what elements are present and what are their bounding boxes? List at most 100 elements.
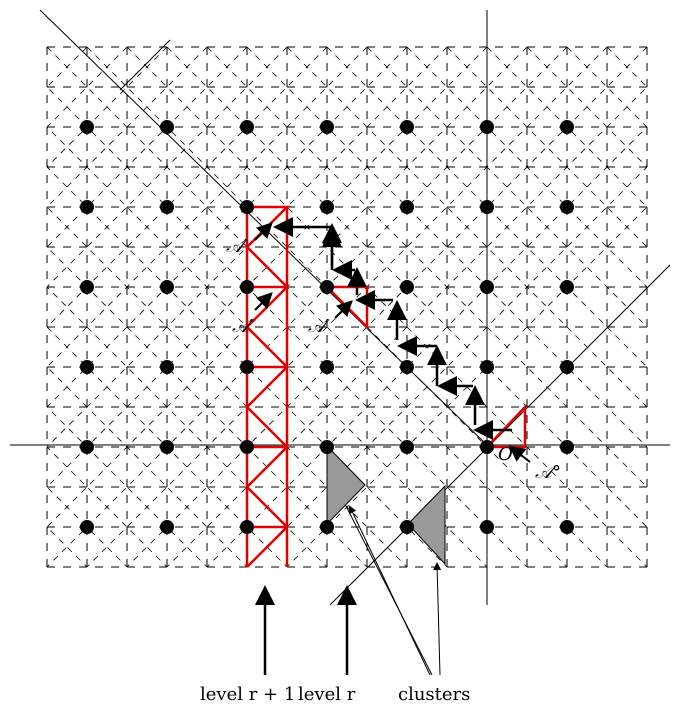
- grid-line-diagonal: [206, 47, 647, 488]
- lattice-dot: [80, 440, 94, 454]
- lattice-dot: [240, 520, 254, 534]
- grid-line-diagonal: [47, 47, 128, 128]
- grid-line-diagonal: [47, 166, 448, 567]
- grid-line-diagonal: [47, 47, 368, 368]
- label-level-r: level r: [298, 684, 356, 705]
- cluster-1: [326, 444, 366, 526]
- lattice-dot: [80, 520, 94, 534]
- grid-line-diagonal: [326, 47, 647, 368]
- grid-line-diagonal: [47, 406, 208, 567]
- lattice-dot: [160, 520, 174, 534]
- lattice-dot: [160, 200, 174, 214]
- grid-line-diagonal: [47, 126, 488, 567]
- grid-line-diagonal: [47, 526, 88, 567]
- lattice-dot: [560, 120, 574, 134]
- grid-line-diagonal: [47, 47, 48, 48]
- grid-line-diagonal: [47, 47, 288, 288]
- grid-line-diagonal: [47, 366, 248, 567]
- lattice-dot: [240, 120, 254, 134]
- clusters-shapes: [326, 444, 446, 566]
- grid-line-diagonal: [47, 47, 88, 88]
- grid-line-diagonal: [526, 47, 647, 168]
- grid-line-diagonal: [47, 47, 568, 567]
- dashed-diagonal-lines: [0, 47, 647, 567]
- lattice-dot: [240, 360, 254, 374]
- grid-line-diagonal: [366, 47, 647, 328]
- lattice-dot: [320, 440, 334, 454]
- label-A-circle: 𝒜°: [535, 462, 561, 483]
- red-origin-triangle: [484, 403, 527, 449]
- lattice-dot: [480, 520, 494, 534]
- lattice-dot: [400, 200, 414, 214]
- grid-line-diagonal: [47, 47, 568, 567]
- lattice-dot: [400, 360, 414, 374]
- grid-line-diagonal: [166, 47, 647, 528]
- grid-line-diagonal: [206, 126, 647, 567]
- lattice-dot: [560, 520, 574, 534]
- lattice-dot: [560, 200, 574, 214]
- lattice-dot: [480, 360, 494, 374]
- red-level-path: [245, 205, 527, 568]
- lattice-dot: [560, 360, 574, 374]
- lattice-dot: [400, 520, 414, 534]
- lattice-dot: [80, 200, 94, 214]
- lattice-dot: [80, 120, 94, 134]
- lattice-dot: [480, 280, 494, 294]
- lattice-dot: [160, 120, 174, 134]
- label-clusters: clusters: [398, 684, 470, 705]
- grid-line-diagonal: [47, 486, 128, 567]
- lattice-dot: [480, 200, 494, 214]
- label-A-prime-3: 𝒜′: [308, 316, 330, 337]
- lattice-dot: [160, 280, 174, 294]
- lattice-dot: [480, 440, 494, 454]
- solid-axes: [10, 9, 671, 606]
- grid-line-diagonal: [47, 206, 408, 567]
- label-pointers: [254, 222, 531, 463]
- grid-line-diagonal: [47, 47, 408, 408]
- lattice-dot: [240, 200, 254, 214]
- grid-line-diagonal: [246, 166, 647, 567]
- label-level-r-plus-1: level r + 1: [200, 684, 295, 705]
- grid-line-diagonal: [286, 206, 647, 567]
- label-origin: O: [498, 444, 513, 465]
- grid-line-diagonal: [47, 286, 328, 567]
- grid-line-diagonal: [0, 47, 7, 567]
- lattice-dot: [160, 440, 174, 454]
- grid-line-diagonal: [86, 47, 608, 567]
- lattice-dot: [480, 120, 494, 134]
- grid-line-diagonal: [406, 47, 647, 288]
- grid-line-diagonal: [47, 446, 168, 567]
- level-arrows: [255, 585, 357, 675]
- lattice-dot: [400, 440, 414, 454]
- lattice-dot: [560, 280, 574, 294]
- lattice-dot: [160, 360, 174, 374]
- grid-line-diagonal: [47, 47, 208, 208]
- grid-line-diagonal: [566, 47, 647, 128]
- grid-line-diagonal: [47, 246, 368, 567]
- lattice-dot: [320, 360, 334, 374]
- grid-line-diagonal: [47, 326, 288, 567]
- lattice-dot: [560, 440, 574, 454]
- grid-line-diagonal: [47, 47, 168, 168]
- red-zigzag: [245, 205, 291, 568]
- diagonal-short: [119, 39, 171, 91]
- lattice-dot: [240, 440, 254, 454]
- grid-line-diagonal: [86, 47, 608, 567]
- grid-line-diagonal: [246, 47, 647, 448]
- grid-line-diagonal: [446, 47, 647, 248]
- cluster-2: [407, 484, 446, 566]
- grid-line-diagonal: [47, 47, 488, 488]
- lattice-dot: [80, 280, 94, 294]
- grid-line-diagonal: [47, 86, 528, 567]
- lattice-dot: [320, 520, 334, 534]
- grid-line-diagonal: [47, 566, 48, 567]
- grid-line-diagonal: [486, 47, 647, 208]
- grid-line-diagonal: [47, 47, 448, 448]
- lattice-dot: [320, 200, 334, 214]
- cluster-pointers: [345, 505, 442, 676]
- lattice-dots: [80, 120, 574, 534]
- lattice-dot: [400, 280, 414, 294]
- grid-line-diagonal: [646, 47, 647, 48]
- lattice-dot: [320, 120, 334, 134]
